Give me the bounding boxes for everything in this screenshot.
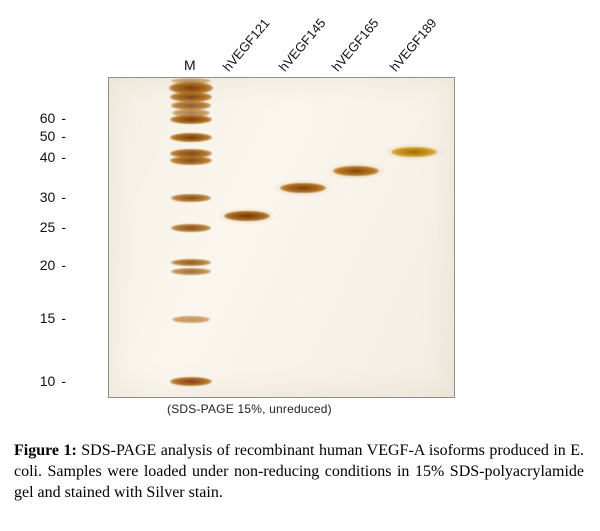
gel-band [171, 315, 210, 323]
caption-text: SDS-PAGE analysis of recombinant human V… [14, 442, 585, 501]
gel-band [169, 132, 212, 142]
gel-band [168, 81, 213, 94]
lane-label: hVEGF145 [275, 15, 329, 75]
mw-marker-tick: - [61, 218, 66, 235]
gel-band [169, 148, 212, 158]
mw-marker-value: 60 [39, 110, 56, 127]
mw-marker-value: 40 [39, 148, 56, 165]
gel-band [169, 156, 212, 166]
gel-band [279, 183, 326, 194]
mw-marker-tick: - [61, 189, 66, 206]
mw-marker-row: 40- [22, 148, 66, 166]
gel-band [169, 91, 212, 102]
mw-marker-value: 25 [39, 218, 56, 235]
mw-marker-row: 50- [22, 127, 66, 145]
gel-band [169, 377, 212, 387]
mw-marker-tick: - [61, 257, 66, 274]
gel-band [169, 114, 212, 124]
caption-label: Figure 1: [14, 442, 77, 459]
mw-marker-value: 20 [39, 257, 56, 274]
mw-marker-row: 30- [22, 188, 66, 206]
gel-band [170, 267, 211, 275]
gel-band [170, 194, 211, 203]
mw-marker-value: 10 [39, 372, 56, 389]
gel-band [170, 258, 211, 266]
mw-marker-row: 20- [22, 256, 66, 274]
lane-label: hVEGF121 [219, 15, 273, 75]
mw-marker-value: 15 [39, 310, 56, 327]
gel-band [170, 100, 211, 110]
mw-marker-tick: - [61, 372, 66, 389]
mw-marker-value: 30 [39, 189, 56, 206]
mw-marker-tick: - [61, 148, 66, 165]
gel-band [171, 108, 210, 117]
gel-note-label: (SDS-PAGE 15%, unreduced) [167, 402, 332, 416]
lane-label-marker: M [184, 57, 196, 73]
mw-marker-row: 25- [22, 218, 66, 236]
mw-marker-tick: - [61, 128, 66, 145]
figure-caption: Figure 1: SDS-PAGE analysis of recombina… [14, 441, 584, 504]
gel-band [391, 147, 437, 158]
lane-label: hVEGF165 [329, 15, 382, 75]
gel-band [224, 211, 271, 222]
lane-label: hVEGF189 [386, 15, 440, 75]
mw-marker-row: 10- [22, 372, 66, 390]
gel-band [333, 166, 380, 177]
mw-marker-tick: - [61, 110, 66, 127]
gel-box [108, 77, 455, 398]
mw-marker-tick: - [61, 310, 66, 327]
gel-band [170, 78, 211, 84]
gel-band [170, 223, 211, 232]
mw-marker-row: 60- [22, 109, 66, 127]
mw-marker-row: 15- [22, 309, 66, 327]
mw-marker-value: 50 [39, 128, 56, 145]
